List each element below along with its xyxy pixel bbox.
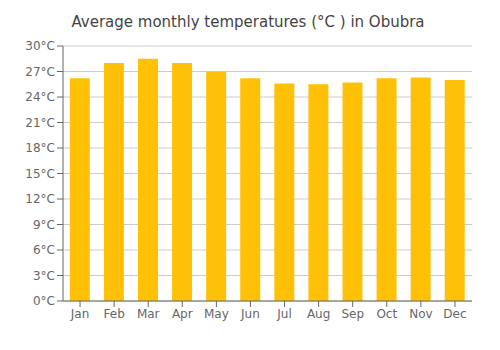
svg-text:May: May — [204, 307, 229, 321]
svg-text:Jan: Jan — [70, 307, 90, 321]
svg-text:Dec: Dec — [443, 307, 466, 321]
svg-text:Mar: Mar — [137, 307, 160, 321]
svg-text:Nov: Nov — [409, 307, 432, 321]
svg-text:9°C: 9°C — [33, 218, 55, 232]
svg-text:27°C: 27°C — [25, 65, 55, 79]
svg-text:0°C: 0°C — [33, 294, 55, 308]
html-text:Average monthly temperatures (: Average monthly temperatures (°C ) in Ob… — [71, 13, 425, 31]
svg-text:Sep: Sep — [341, 307, 364, 321]
svg-text:15°C: 15°C — [25, 167, 55, 181]
svg-text:18°C: 18°C — [25, 141, 55, 155]
svg-text:21°C: 21°C — [25, 116, 55, 130]
svg-text:12°C: 12°C — [25, 192, 55, 206]
svg-text:Jul: Jul — [276, 307, 291, 321]
svg-text:Feb: Feb — [104, 307, 125, 321]
svg-text:Oct: Oct — [376, 307, 397, 321]
svg-text:24°C: 24°C — [25, 90, 55, 104]
svg-text:Jun: Jun — [240, 307, 260, 321]
svg-text:Aug: Aug — [307, 307, 330, 321]
svg-text:30°C: 30°C — [25, 39, 55, 53]
svg-text:3°C: 3°C — [33, 269, 55, 283]
svg-text:Apr: Apr — [172, 307, 193, 321]
svg-text:6°C: 6°C — [33, 243, 55, 257]
